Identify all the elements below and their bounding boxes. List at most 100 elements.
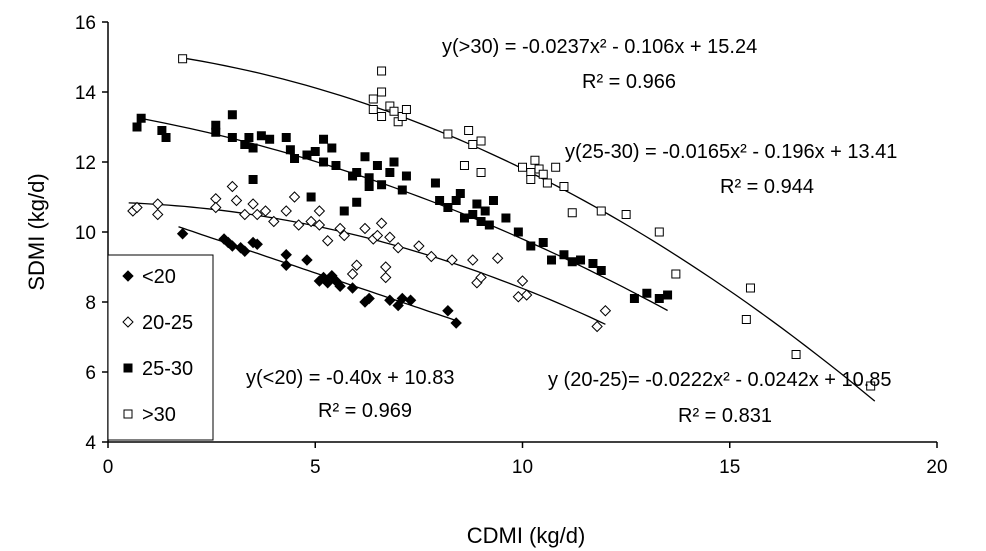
point-series-2 <box>319 134 329 144</box>
point-series-3 <box>866 381 876 391</box>
point-series-3 <box>368 105 378 114</box>
point-series-2 <box>132 122 142 132</box>
point-series-2 <box>559 250 569 260</box>
point-series-1 <box>392 242 404 254</box>
point-series-2 <box>265 134 275 144</box>
point-series-3 <box>476 168 486 177</box>
point-series-0 <box>301 254 313 266</box>
point-series-0 <box>226 240 239 252</box>
point-series-3 <box>178 54 188 64</box>
point-series-1 <box>313 205 326 217</box>
trendline-3 <box>178 56 876 402</box>
point-series-3 <box>459 161 469 170</box>
point-series-2 <box>211 127 221 137</box>
trendline-equation: y (20-25)= -0.0222x² - 0.0242x + 10.85 <box>548 369 892 391</box>
point-series-0 <box>450 317 462 329</box>
legend-label: >30 <box>142 404 176 426</box>
point-series-2 <box>227 133 237 142</box>
trendline-1 <box>128 202 606 325</box>
point-series-2 <box>352 197 362 207</box>
legend-box <box>107 254 214 441</box>
point-series-0 <box>346 282 359 294</box>
point-series-3 <box>443 129 453 139</box>
point-series-3 <box>401 105 411 114</box>
point-series-2 <box>256 131 266 141</box>
legend-marker <box>123 363 133 373</box>
point-series-2 <box>547 255 557 265</box>
legend-label: <20 <box>142 266 176 288</box>
point-series-2 <box>476 217 486 226</box>
point-series-2 <box>306 192 316 202</box>
point-series-1 <box>350 259 363 271</box>
point-series-1 <box>247 198 259 210</box>
point-series-2 <box>629 294 639 303</box>
point-series-3 <box>542 178 552 188</box>
point-series-1 <box>338 229 350 242</box>
point-series-2 <box>327 143 337 153</box>
point-series-2 <box>319 157 329 167</box>
x-tick-label: 5 <box>310 457 321 478</box>
y-ticks: 4 6 8 10 12 14 16 <box>75 13 108 454</box>
point-series-1 <box>491 252 504 264</box>
point-series-2 <box>468 210 478 219</box>
trendline-r2: R² = 0.944 <box>720 176 814 198</box>
point-series-2 <box>488 196 498 205</box>
point-series-1 <box>226 180 239 193</box>
point-series-3 <box>530 155 540 165</box>
point-series-2 <box>472 199 482 209</box>
point-series-1 <box>210 201 222 214</box>
x-tick-label: 0 <box>103 457 114 478</box>
point-series-2 <box>339 206 349 216</box>
point-series-2 <box>310 147 320 156</box>
point-series-0 <box>176 228 189 240</box>
point-series-1 <box>321 235 334 247</box>
point-series-2 <box>588 259 598 268</box>
point-series-1 <box>280 205 292 217</box>
trendline-equations: y(<20) = -0.40x + 10.83 R² = 0.969 y (20-2… <box>246 36 897 427</box>
point-series-3 <box>468 140 478 149</box>
point-series-1 <box>292 219 305 231</box>
x-tick-label: 15 <box>719 457 740 478</box>
point-series-3 <box>368 94 378 104</box>
point-series-0 <box>239 245 251 257</box>
point-series-1 <box>467 254 479 266</box>
data-points <box>127 54 876 391</box>
trendline-equation: y(>30) = -0.0237x² - 0.106x + 15.24 <box>442 36 757 58</box>
point-series-1 <box>475 271 487 284</box>
point-series-0 <box>363 292 375 305</box>
x-tick-label: 10 <box>512 457 533 478</box>
point-series-1 <box>152 208 164 221</box>
x-axis-title: CDMI (kg/d) <box>467 523 586 548</box>
point-series-1 <box>425 250 438 263</box>
point-series-2 <box>331 161 341 170</box>
point-series-2 <box>360 152 370 162</box>
legend-marker <box>122 270 134 282</box>
point-series-2 <box>526 241 536 251</box>
point-series-0 <box>280 259 292 271</box>
y-tick-label: 10 <box>75 223 96 244</box>
point-series-1 <box>131 201 143 214</box>
point-series-1 <box>413 240 425 252</box>
point-series-2 <box>455 189 465 198</box>
point-series-1 <box>520 289 533 301</box>
plot-area: 4 6 8 10 12 14 16 0 5 10 15 20 <box>75 13 948 478</box>
point-series-1 <box>375 217 388 229</box>
point-series-3 <box>526 175 536 184</box>
point-series-3 <box>741 315 751 324</box>
point-series-0 <box>280 249 292 261</box>
trendline-r2: R² = 0.831 <box>678 405 772 427</box>
point-series-1 <box>371 229 384 242</box>
point-series-2 <box>430 178 440 188</box>
point-series-3 <box>621 210 631 219</box>
y-tick-label: 12 <box>75 153 96 174</box>
point-series-1 <box>512 291 525 303</box>
point-series-2 <box>281 133 291 142</box>
point-series-1 <box>384 231 396 243</box>
point-series-2 <box>654 294 664 303</box>
point-series-1 <box>313 219 326 231</box>
point-series-1 <box>359 222 371 235</box>
legend-marker <box>123 409 133 419</box>
point-series-2 <box>642 288 652 298</box>
legend-label: 25-30 <box>142 358 193 380</box>
point-series-1 <box>230 194 243 207</box>
